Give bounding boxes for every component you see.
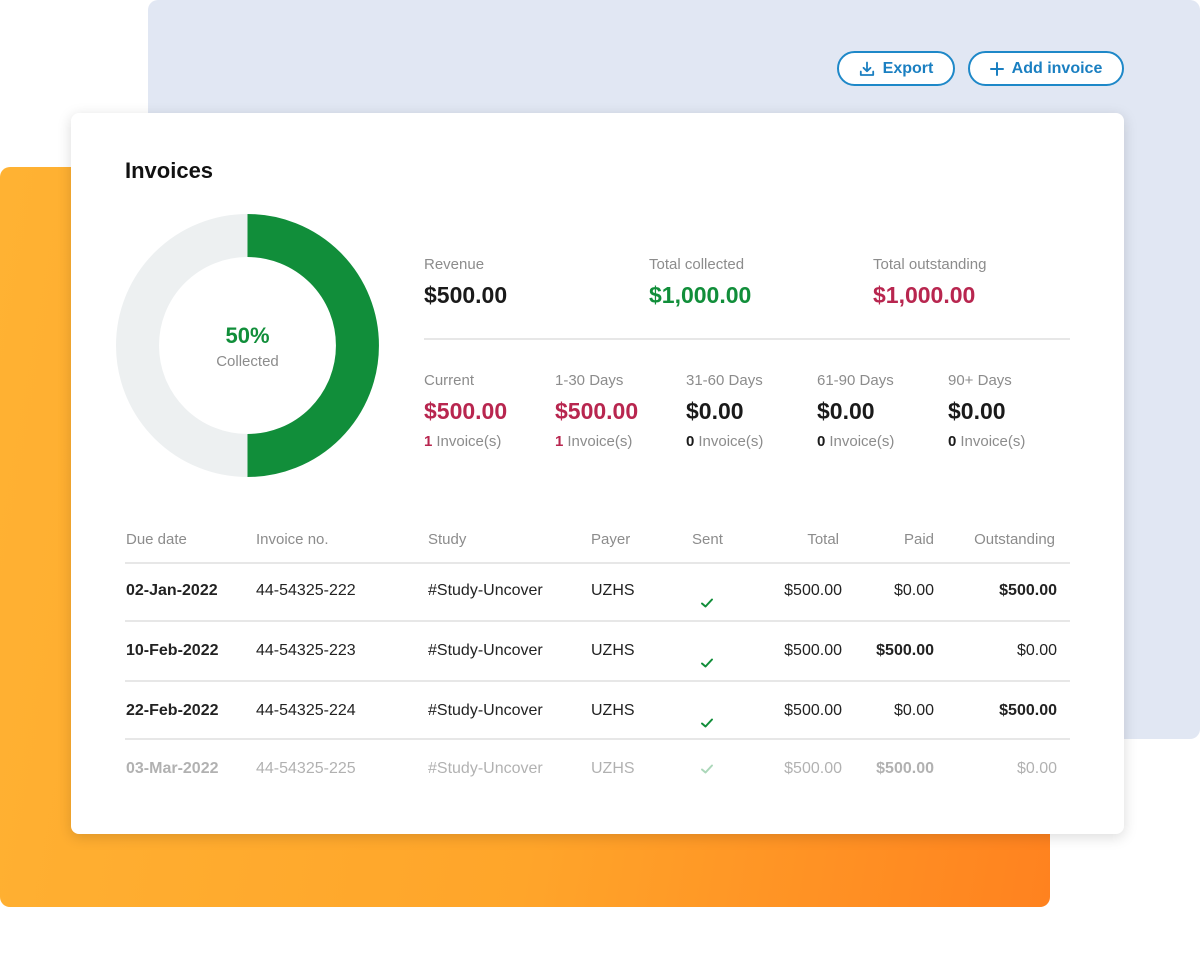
cell-paid: $500.00: [876, 642, 934, 659]
count-suffix: Invoice(s): [567, 433, 633, 450]
aging-61-90-label: 61-90 Days: [817, 372, 894, 389]
row-divider: [125, 620, 1070, 622]
count-suffix: Invoice(s): [436, 433, 502, 450]
aging-current-value: $500.00: [424, 398, 508, 424]
cell-invoice-no: 44-54325-222: [256, 582, 356, 599]
card-title: Invoices: [125, 158, 214, 183]
export-button[interactable]: Export: [837, 51, 955, 86]
cell-invoice-no: 44-54325-223: [256, 642, 356, 659]
cell-outstanding: $0.00: [1016, 760, 1057, 777]
invoices-card: Invoices 50% Collected Revenue $500.00 T…: [71, 113, 1124, 834]
aging-1-30-value: $500.00: [555, 398, 639, 424]
cell-paid: $500.00: [876, 760, 934, 777]
collected-label: Collected: [216, 353, 279, 370]
cell-payer: UZHS: [591, 582, 635, 599]
col-header-payer[interactable]: Payer: [591, 531, 631, 548]
summary-divider: [424, 338, 1070, 340]
total-collected-value: $1,000.00: [649, 282, 752, 308]
aging-90-plus-count: 0 Invoice(s): [948, 433, 1025, 450]
cell-outstanding: $500.00: [999, 702, 1057, 719]
aging-61-90-count: 0 Invoice(s): [817, 433, 894, 450]
cell-payer: UZHS: [591, 642, 635, 659]
cell-study: #Study-Uncover: [428, 642, 543, 659]
sent-check-icon: [701, 764, 713, 774]
cell-total: $500.00: [784, 582, 842, 599]
aging-31-60-count: 0 Invoice(s): [686, 433, 763, 450]
count-number: 0: [686, 433, 695, 450]
revenue-value: $500.00: [424, 282, 508, 308]
col-header-study[interactable]: Study: [428, 531, 467, 548]
row-divider: [125, 738, 1070, 740]
cell-payer: UZHS: [591, 702, 635, 719]
collected-donut-chart: [116, 214, 379, 477]
col-header-sent[interactable]: Sent: [692, 531, 723, 548]
sent-check-icon: [701, 658, 713, 668]
cell-outstanding: $500.00: [999, 582, 1057, 599]
cell-due-date: 02-Jan-2022: [126, 582, 218, 599]
donut-collected-arc: [246, 214, 379, 477]
col-header-total[interactable]: Total: [807, 531, 839, 548]
plus-icon: [989, 61, 1004, 76]
cell-study: #Study-Uncover: [428, 760, 543, 777]
total-collected-label: Total collected: [649, 256, 745, 273]
aging-current-label: Current: [424, 372, 475, 389]
revenue-label: Revenue: [424, 256, 485, 273]
sent-check-icon: [701, 718, 713, 728]
cell-total: $500.00: [784, 642, 842, 659]
count-suffix: Invoice(s): [829, 433, 895, 450]
row-divider: [125, 680, 1070, 682]
count-suffix: Invoice(s): [960, 433, 1026, 450]
col-header-outstanding[interactable]: Outstanding: [974, 531, 1055, 548]
cell-payer: UZHS: [591, 760, 635, 777]
cell-study: #Study-Uncover: [428, 582, 543, 599]
aging-current-count: 1 Invoice(s): [424, 433, 501, 450]
add-invoice-label: Add invoice: [1011, 59, 1103, 77]
col-header-paid[interactable]: Paid: [903, 531, 934, 548]
aging-90-plus-value: $0.00: [948, 398, 1006, 424]
cell-paid: $0.00: [893, 582, 934, 599]
aging-31-60-value: $0.00: [686, 398, 744, 424]
export-label: Export: [882, 59, 934, 77]
cell-invoice-no: 44-54325-224: [256, 702, 356, 719]
download-icon: [859, 61, 875, 77]
cell-study: #Study-Uncover: [428, 702, 543, 719]
count-number: 0: [948, 433, 957, 450]
total-outstanding-label: Total outstanding: [873, 256, 987, 273]
cell-due-date: 03-Mar-2022: [126, 760, 219, 777]
cell-invoice-no: 44-54325-225: [256, 760, 356, 777]
aging-90-plus-label: 90+ Days: [948, 372, 1012, 389]
aging-1-30-label: 1-30 Days: [555, 372, 624, 389]
total-outstanding-value: $1,000.00: [873, 282, 976, 308]
cell-outstanding: $0.00: [1016, 642, 1057, 659]
header-divider: [125, 562, 1070, 564]
aging-31-60-label: 31-60 Days: [686, 372, 763, 389]
aging-1-30-count: 1 Invoice(s): [555, 433, 632, 450]
add-invoice-button[interactable]: Add invoice: [968, 51, 1124, 86]
collected-percent: 50%: [225, 323, 270, 348]
cell-due-date: 22-Feb-2022: [126, 702, 219, 719]
col-header-due-date[interactable]: Due date: [126, 531, 187, 548]
cell-due-date: 10-Feb-2022: [126, 642, 219, 659]
cell-total: $500.00: [784, 702, 842, 719]
cell-total: $500.00: [784, 760, 842, 777]
count-suffix: Invoice(s): [698, 433, 764, 450]
count-number: 0: [817, 433, 826, 450]
count-number: 1: [424, 433, 433, 450]
cell-paid: $0.00: [893, 702, 934, 719]
count-number: 1: [555, 433, 564, 450]
col-header-invoice-no[interactable]: Invoice no.: [256, 531, 329, 548]
sent-check-icon: [701, 598, 713, 608]
aging-61-90-value: $0.00: [817, 398, 875, 424]
